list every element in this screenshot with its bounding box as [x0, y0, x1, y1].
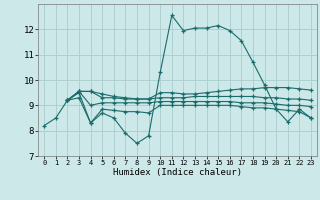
X-axis label: Humidex (Indice chaleur): Humidex (Indice chaleur) — [113, 168, 242, 177]
